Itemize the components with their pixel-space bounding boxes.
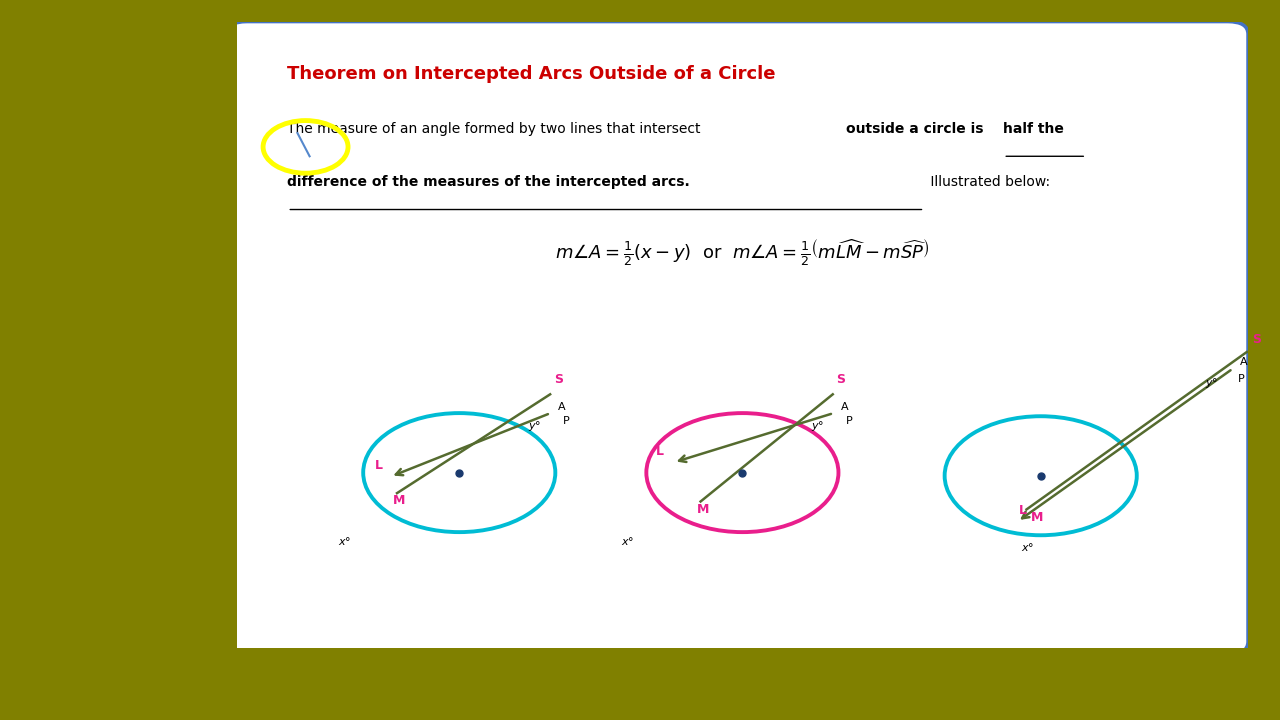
Text: S: S (554, 373, 563, 386)
Text: L: L (375, 459, 383, 472)
Text: P: P (846, 416, 852, 426)
Text: Theorem on Intercepted Arcs Outside of a Circle: Theorem on Intercepted Arcs Outside of a… (288, 66, 776, 84)
Text: $y°$: $y°$ (529, 419, 541, 433)
Text: $x°$: $x°$ (1021, 541, 1034, 553)
Text: S: S (1252, 333, 1262, 346)
Text: P: P (1238, 374, 1244, 384)
Text: The measure of an angle formed by two lines that intersect: The measure of an angle formed by two li… (288, 122, 705, 136)
Text: outside a circle is: outside a circle is (846, 122, 988, 136)
FancyBboxPatch shape (227, 22, 1248, 654)
Text: half the: half the (1004, 122, 1064, 136)
Text: $y°$: $y°$ (1204, 376, 1217, 390)
Text: M: M (1030, 510, 1043, 523)
Text: A: A (558, 402, 566, 412)
Text: difference of the measures of the intercepted arcs.: difference of the measures of the interc… (288, 175, 690, 189)
Text: A: A (841, 402, 849, 412)
Text: M: M (393, 495, 406, 508)
Text: L: L (655, 445, 663, 458)
Text: S: S (836, 373, 845, 386)
Text: $m\angle A = \frac{1}{2}(x - y)$  or  $m\angle A = \frac{1}{2}\left(m\widehat{LM: $m\angle A = \frac{1}{2}(x - y)$ or $m\a… (556, 238, 929, 268)
Text: L: L (1019, 504, 1027, 517)
Text: Illustrated below:: Illustrated below: (927, 175, 1051, 189)
Text: A: A (1240, 358, 1248, 367)
Text: $x°$: $x°$ (621, 535, 635, 546)
Text: P: P (563, 416, 570, 426)
Text: $x°$: $x°$ (338, 535, 351, 546)
Text: $y°$: $y°$ (812, 419, 824, 433)
Text: M: M (696, 503, 709, 516)
